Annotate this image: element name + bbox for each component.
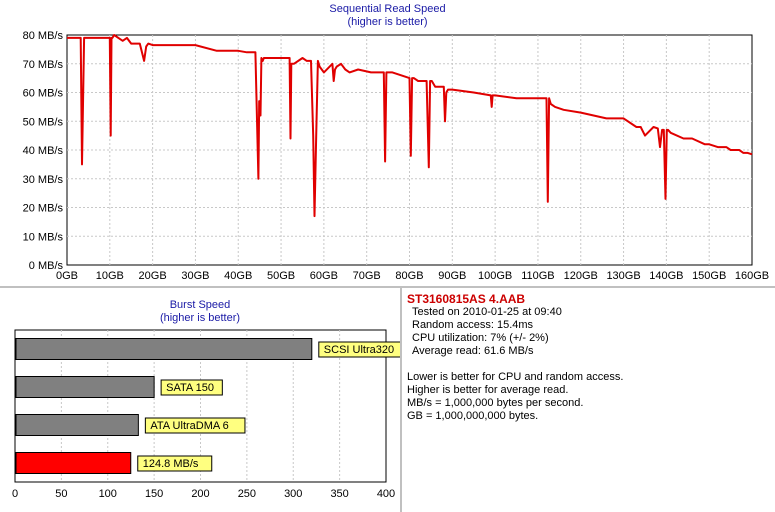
burst-x-tick-label: 50 [55, 488, 67, 500]
x-tick-label: 140GB [649, 270, 683, 282]
drive-info-panel: ST3160815AS 4.AAB Tested on 2010-01-25 a… [402, 288, 775, 512]
burst-bar [15, 376, 155, 398]
burst-speed-panel: Burst Speed (higher is better) 0 50 100 150… [0, 288, 400, 512]
x-tick-label: 40GB [224, 270, 252, 282]
info-random-access: Random access: 15.4ms [412, 319, 534, 331]
y-tick-label: 0 MB/s [29, 260, 64, 272]
y-tick-label: 60 MB/s [23, 88, 64, 100]
burst-chart-title: Burst Speed [169, 299, 231, 311]
burst-bar-label: ATA UltraDMA 6 [150, 420, 228, 432]
sequential-chart-subtitle: (higher is better) [347, 16, 428, 28]
burst-bar-label-box [160, 379, 223, 396]
burst-x-tick-label: 350 [330, 488, 348, 500]
x-tick-label: 20GB [139, 270, 167, 282]
burst-bar [15, 414, 139, 436]
x-tick-label: 80GB [395, 270, 423, 282]
note-lower-better: Lower is better for CPU and random acces… [407, 371, 624, 383]
y-tick-label: 10 MB/s [23, 231, 64, 243]
burst-x-tick-label: 300 [284, 488, 302, 500]
burst-chart-subtitle: (higher is better) [159, 312, 241, 324]
info-average-read: Average read: 61.6 MB/s [412, 345, 534, 357]
y-tick-label: 70 MB/s [23, 59, 64, 71]
sequential-read-panel: Sequential Read Speed (higher is better)… [22, 3, 770, 282]
burst-bar [15, 338, 313, 360]
burst-x-tick-label: 250 [238, 488, 256, 500]
burst-x-tick-label: 400 [377, 488, 395, 500]
sequential-read-chart: 0GB 10GB 20GB 30GB 40GB 50GB 60GB 70GB 80GB 90GB 1… [23, 30, 769, 282]
x-tick-label: 100GB [478, 270, 512, 282]
note-gb-definition: GB = 1,000,000,000 bytes. [407, 410, 539, 422]
x-tick-label: 160GB [735, 270, 769, 282]
series-line-sequential-read [67, 34, 753, 218]
info-tested-on: Tested on 2010-01-25 at 09:40 [412, 306, 562, 318]
burst-x-tick-label: 100 [99, 488, 117, 500]
x-tick-label: 30GB [181, 270, 209, 282]
x-tick-label: 0GB [56, 270, 78, 282]
x-tick-label: 120GB [564, 270, 598, 282]
note-higher-better: Higher is better for average read. [407, 384, 569, 396]
burst-speed-chart: 0 50 100 150 200 250 300 350 400 SCSI Ultra320 SAT… [12, 329, 400, 500]
plot-area [66, 34, 753, 266]
x-tick-label: 150GB [692, 270, 726, 282]
info-cpu-utilization: CPU utilization: 7% (+/- 2%) [412, 332, 549, 344]
note-mbs-definition: MB/s = 1,000,000 bytes per second. [407, 397, 584, 409]
burst-bar-label: SCSI Ultra320 [324, 344, 394, 356]
y-tick-label: 50 MB/s [23, 116, 64, 128]
y-tick-label: 40 MB/s [23, 145, 64, 157]
burst-bar-label: 124.8 MB/s [143, 458, 199, 470]
horizontal-splitter[interactable] [0, 286, 775, 288]
burst-bar [15, 452, 132, 474]
y-tick-label: 20 MB/s [23, 203, 64, 215]
x-tick-label: 60GB [310, 270, 338, 282]
x-tick-label: 10GB [96, 270, 124, 282]
x-tick-label: 90GB [438, 270, 466, 282]
x-tick-label: 70GB [353, 270, 381, 282]
vertical-splitter[interactable] [400, 288, 402, 512]
y-tick-label: 80 MB/s [23, 30, 64, 42]
drive-name: ST3160815AS 4.AAB [407, 292, 526, 306]
sequential-chart-title: Sequential Read Speed [329, 3, 446, 15]
burst-bar-label: SATA 150 [166, 382, 214, 394]
x-tick-label: 130GB [606, 270, 640, 282]
burst-bar-label-box [137, 455, 213, 472]
burst-x-tick-label: 150 [145, 488, 163, 500]
burst-x-tick-label: 200 [191, 488, 209, 500]
burst-bar-label-box [144, 417, 246, 434]
y-tick-label: 30 MB/s [23, 174, 64, 186]
burst-bar-label-box [318, 341, 400, 358]
x-tick-label: 110GB [521, 270, 554, 282]
burst-x-tick-label: 0 [12, 488, 18, 500]
x-tick-label: 50GB [267, 270, 295, 282]
